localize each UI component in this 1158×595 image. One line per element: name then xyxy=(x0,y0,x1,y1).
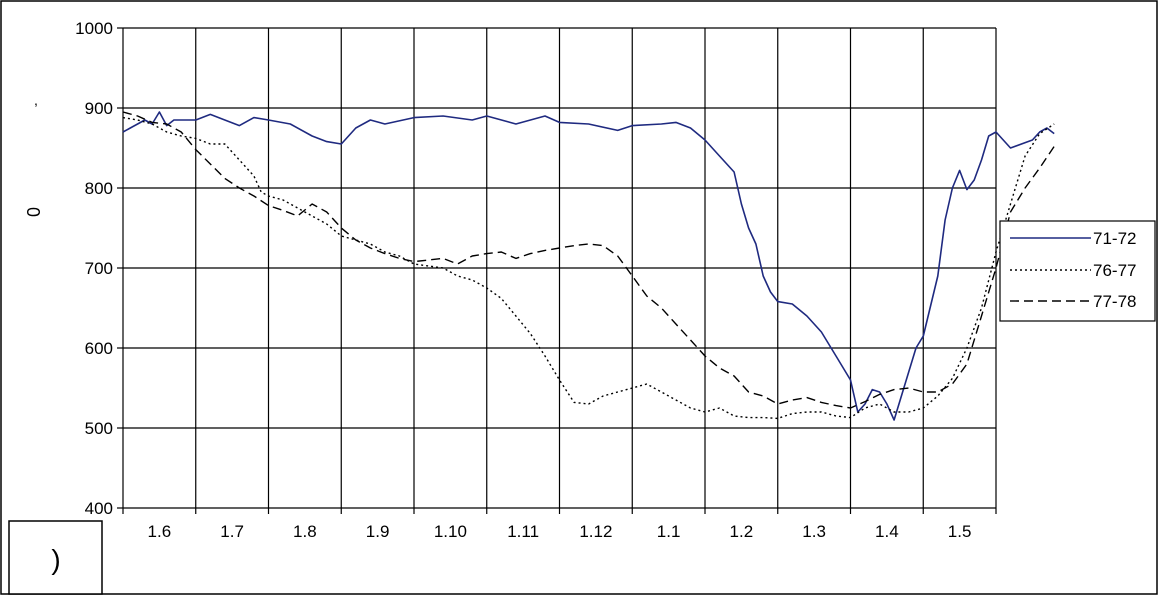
x-tick-label-4: 1.10 xyxy=(434,522,467,541)
series-line-76-77 xyxy=(122,116,1055,420)
legend-label-76-77: 76-77 xyxy=(1093,261,1136,280)
x-tick-label-7: 1.1 xyxy=(657,522,681,541)
y-axis-tick-labels: 400 500 600 700 800 900 1000 xyxy=(75,19,113,518)
legend-label-77-78: 77-78 xyxy=(1093,292,1136,311)
x-tick-label-1: 1.7 xyxy=(220,522,244,541)
series-line-71-72 xyxy=(122,111,1055,421)
corner-box-text: ) xyxy=(51,544,60,575)
x-tick-label-6: 1.12 xyxy=(579,522,612,541)
y-tick-label-900: 900 xyxy=(85,99,113,118)
y-tick-label-800: 800 xyxy=(85,179,113,198)
x-tick-label-3: 1.9 xyxy=(366,522,390,541)
y-tick-label-500: 500 xyxy=(85,419,113,438)
series-lines xyxy=(122,111,1055,421)
x-tick-label-9: 1.3 xyxy=(802,522,826,541)
y-tick-label-700: 700 xyxy=(85,259,113,278)
corner-box: ) xyxy=(8,520,103,595)
legend: 71-72 76-77 77-78 xyxy=(999,220,1156,322)
grid xyxy=(117,27,997,514)
y-tick-label-400: 400 xyxy=(85,499,113,518)
y-axis-label: 0 xyxy=(24,207,44,217)
y-tick-label-1000: 1000 xyxy=(75,19,113,38)
x-tick-label-2: 1.8 xyxy=(293,522,317,541)
x-tick-label-10: 1.4 xyxy=(875,522,899,541)
x-tick-label-0: 1.6 xyxy=(148,522,172,541)
x-axis-tick-labels: 1.6 1.7 1.8 1.9 1.10 1.11 1.12 1.1 1.2 1.3 1.4 1.5 xyxy=(148,522,972,541)
y-tick-label-600: 600 xyxy=(85,339,113,358)
x-tick-label-11: 1.5 xyxy=(948,522,972,541)
x-tick-label-8: 1.2 xyxy=(730,522,754,541)
corner-box-frame xyxy=(8,520,103,595)
series-line-77-78 xyxy=(122,111,1055,409)
left-mark: , xyxy=(34,92,38,108)
legend-label-71-72: 71-72 xyxy=(1093,229,1136,248)
x-tick-label-5: 1.11 xyxy=(507,522,539,541)
